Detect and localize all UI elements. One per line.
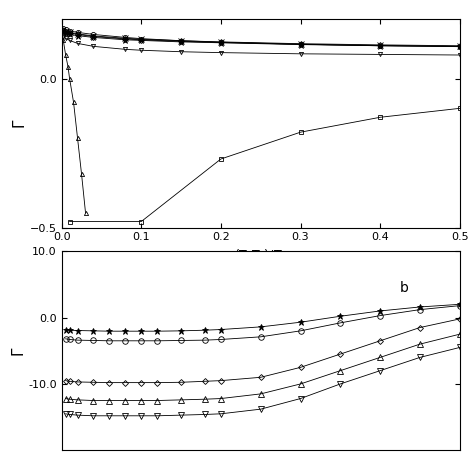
Y-axis label: Γ: Γ	[12, 119, 27, 128]
X-axis label: (T-T$_c$)/T$_c$: (T-T$_c$)/T$_c$	[234, 248, 287, 264]
Y-axis label: Γ: Γ	[10, 346, 25, 355]
Text: b: b	[400, 281, 409, 295]
